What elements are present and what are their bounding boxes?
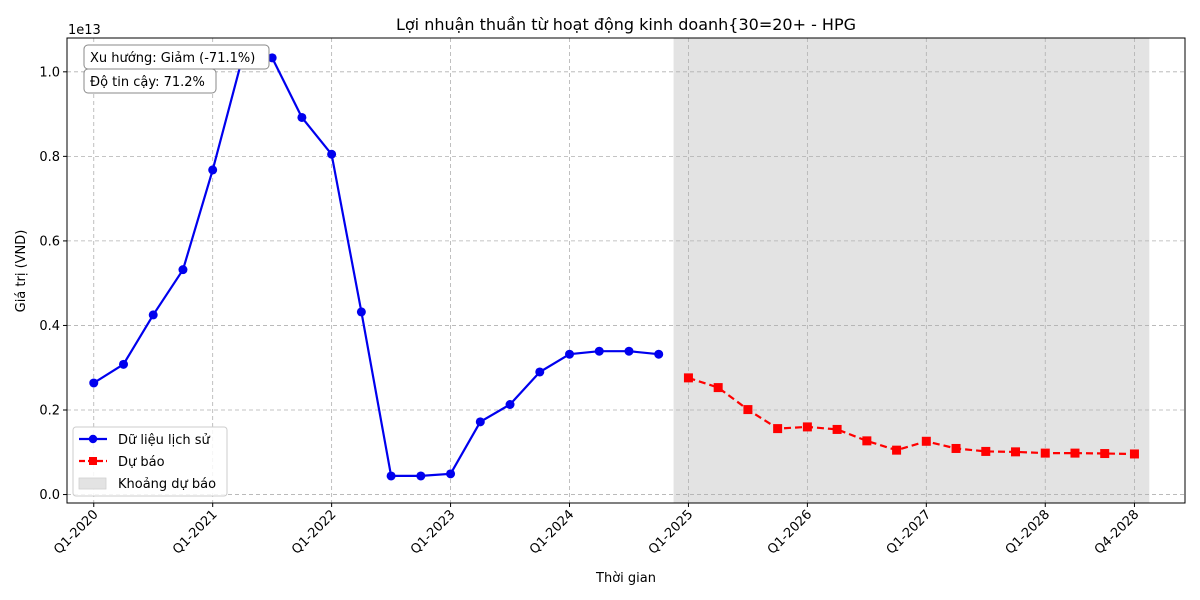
x-tick-label: Q1-2020 xyxy=(51,507,101,557)
forecast-point xyxy=(683,373,693,383)
confidence-text: Độ tin cậy: 71.2% xyxy=(90,75,205,90)
forecast-point xyxy=(1011,447,1021,457)
y-tick-label: 1.0 xyxy=(39,65,60,80)
trend-text: Xu hướng: Giảm (-71.1%) xyxy=(90,51,255,66)
history-point xyxy=(89,378,99,388)
forecast-point xyxy=(892,445,902,455)
y-axis-label: Giá trị (VND) xyxy=(14,230,29,313)
forecast-point xyxy=(862,436,872,446)
x-axis-label: Thời gian xyxy=(595,571,656,586)
legend-label-history: Dữ liệu lịch sử xyxy=(118,433,210,448)
chart-title: Lợi nhuận thuần từ hoạt động kinh doanh{… xyxy=(396,15,856,34)
forecast-point xyxy=(832,424,842,434)
x-tick-label: Q1-2026 xyxy=(765,507,815,557)
y-tick-label: 0.8 xyxy=(39,150,60,165)
forecast-point xyxy=(713,383,723,393)
legend-label-forecast: Dự báo xyxy=(118,455,165,470)
legend-marker-forecast xyxy=(89,457,97,465)
history-point xyxy=(446,469,456,479)
forecast-point xyxy=(981,446,991,456)
forecast-point xyxy=(773,424,783,434)
x-tick-label: Q1-2024 xyxy=(527,507,577,557)
history-series-line xyxy=(93,56,659,477)
history-point xyxy=(148,310,158,320)
x-tick-label: Q4-2028 xyxy=(1092,507,1142,557)
forecast-point xyxy=(743,405,753,415)
x-tick-label: Q1-2022 xyxy=(289,507,339,557)
history-point xyxy=(118,359,128,369)
history-point xyxy=(297,112,307,122)
forecast-point xyxy=(802,422,812,432)
forecast-point xyxy=(1040,448,1050,458)
x-ticks: Q1-2020 Q1-2021 Q1-2022 Q1-2023 Q1-2024 Q1-20… xyxy=(51,503,1142,558)
legend-label-region: Khoảng dự báo xyxy=(118,477,216,492)
history-point xyxy=(654,349,664,359)
x-tick-label: Q1-2023 xyxy=(408,507,458,557)
history-point xyxy=(565,349,575,359)
y-ticks: 0.0 0.2 0.4 0.6 0.8 1.0 xyxy=(39,65,67,503)
forecast-point xyxy=(1100,449,1110,459)
y-tick-label: 0.4 xyxy=(39,319,60,334)
y-tick-label: 0.0 xyxy=(39,488,60,503)
forecast-point xyxy=(1129,449,1139,459)
history-point xyxy=(327,149,337,159)
x-tick-label: Q1-2027 xyxy=(884,507,934,557)
history-point xyxy=(416,471,426,481)
axes xyxy=(66,37,1186,504)
legend-swatch-region xyxy=(78,477,107,490)
history-point xyxy=(505,400,515,410)
history-point xyxy=(475,417,485,427)
forecast-point xyxy=(1070,448,1080,458)
grid xyxy=(67,38,1185,503)
y-tick-label: 0.2 xyxy=(39,404,60,419)
history-point xyxy=(535,367,545,377)
history-point xyxy=(594,346,604,356)
y-scale-label: 1e13 xyxy=(68,23,101,38)
trend-annotation: Xu hướng: Giảm (-71.1%) xyxy=(83,44,270,70)
history-point xyxy=(386,471,396,481)
history-point xyxy=(624,346,634,356)
forecast-point xyxy=(921,436,931,446)
x-tick-label: Q1-2025 xyxy=(646,507,696,557)
legend: Dữ liệu lịch sử Dự báo Khoảng dự báo xyxy=(72,426,228,497)
confidence-annotation: Độ tin cậy: 71.2% xyxy=(83,68,217,94)
x-tick-label: Q1-2021 xyxy=(170,507,220,557)
forecast-point xyxy=(951,443,961,453)
legend-frame xyxy=(72,426,228,497)
legend-marker-history xyxy=(88,434,98,444)
history-point xyxy=(356,307,366,317)
x-tick-label: Q1-2028 xyxy=(1003,507,1053,557)
forecast-region xyxy=(673,38,1150,503)
y-tick-label: 0.6 xyxy=(39,234,60,249)
history-point xyxy=(208,165,218,175)
history-point xyxy=(178,265,188,275)
history-point xyxy=(267,53,277,63)
forecast-shaded-region xyxy=(673,38,1150,503)
plot-frame xyxy=(66,37,1186,504)
